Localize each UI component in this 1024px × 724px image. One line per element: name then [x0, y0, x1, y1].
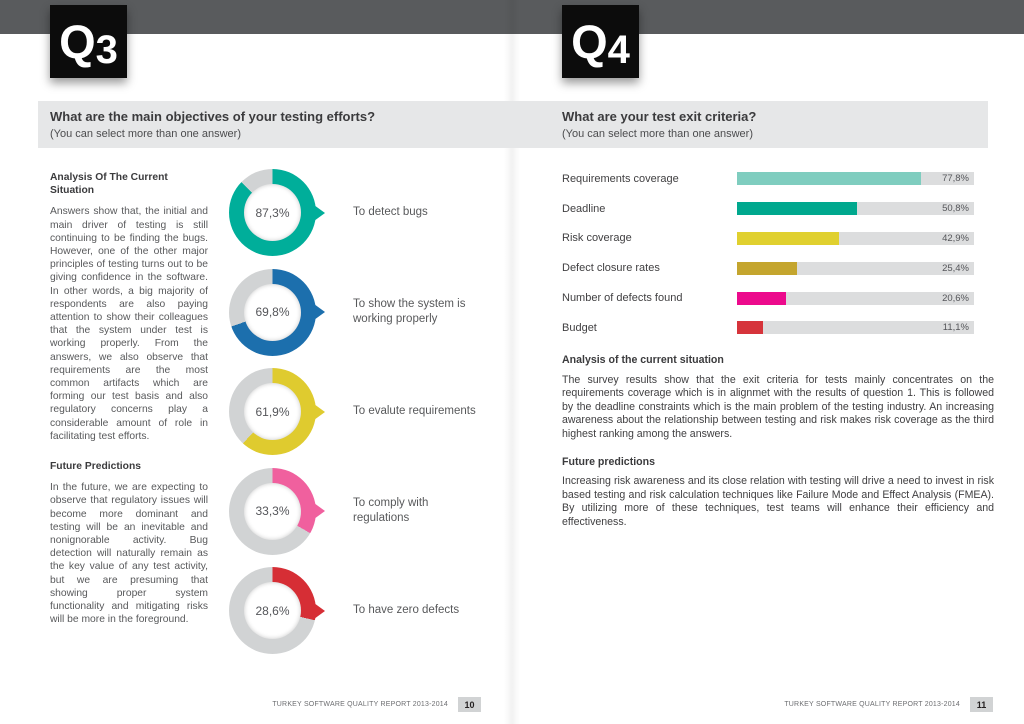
bar-fill	[737, 261, 798, 275]
bar-fill	[737, 202, 858, 216]
bar-track: 42,9%	[737, 231, 974, 245]
donut-hole: 87,3%	[244, 184, 301, 241]
donut-value-label: 69,8%	[255, 305, 290, 319]
donut-category-label: To have zero defects	[353, 604, 460, 616]
q3-badge: Q 3	[50, 5, 127, 78]
bar-row: Risk coverage 42,9%	[562, 224, 974, 254]
q4-future-heading: Future predictions	[562, 455, 655, 468]
bar-value-label: 42,9%	[942, 232, 969, 244]
bar-category-label: Defect closure rates	[562, 262, 660, 275]
donut-row: 33,3% To comply with regulations	[229, 467, 478, 555]
donut-category-label: To show the system is working properly	[353, 298, 466, 325]
q3-badge-number: 3	[95, 27, 118, 72]
bar-row: Budget 11,1%	[562, 313, 974, 343]
bar-category-label: Deadline	[562, 202, 606, 215]
bar-value-label: 50,8%	[942, 203, 969, 215]
q3-analysis-paragraph: Answers show that, the initial and main …	[50, 206, 208, 442]
q3-future-paragraph: In the future, we are expecting to obser…	[50, 482, 208, 626]
donut-hole: 33,3%	[244, 482, 301, 540]
bar-track: 20,6%	[737, 291, 974, 305]
donut-value-label: 87,3%	[255, 205, 290, 220]
donut-value-label: 28,6%	[255, 603, 290, 618]
bar-track: 50,8%	[737, 202, 974, 216]
q3-commentary: Analysis Of The Current Situation Answer…	[50, 171, 208, 627]
bar-track: 77,8%	[737, 172, 974, 186]
donut-row: 61,9% To evalute requirements	[229, 368, 478, 455]
objectives-donut-chart: 87,3% To detect bugs 69,8% To show the syst…	[229, 169, 478, 667]
donut-value-label: 61,9%	[255, 404, 290, 419]
right-page-footer: TURKEY SOFTWARE QUALITY REPORT 2013-2014…	[512, 697, 993, 712]
header-band	[0, 0, 1024, 34]
donut-ring: 61,9%	[229, 368, 325, 455]
q4-badge-letter: Q	[571, 15, 608, 68]
exit-criteria-bar-chart: Requirements coverage 77,8% Deadline 50,8% R…	[562, 164, 974, 343]
donut-row: 87,3% To detect bugs	[229, 169, 478, 256]
q4-future-section: Future predictions Increasing risk aware…	[562, 456, 994, 530]
bar-category-label: Number of defects found	[562, 292, 683, 305]
bar-value-label: 77,8%	[942, 173, 969, 185]
donut-category-label: To detect bugs	[353, 206, 428, 218]
q3-future-heading: Future Predictions	[50, 461, 141, 473]
bar-track: 25,4%	[737, 261, 974, 275]
donut-ring: 28,6%	[229, 567, 325, 654]
bar-category-label: Budget	[562, 321, 597, 334]
q4-analysis-paragraph: The survey results show that the exit cr…	[562, 373, 994, 440]
donut-row: 28,6% To have zero defects	[229, 567, 478, 654]
right-page-number: 11	[970, 697, 993, 712]
left-footer-report-title: TURKEY SOFTWARE QUALITY REPORT 2013-2014	[272, 701, 448, 708]
q4-badge: Q 4	[562, 5, 639, 78]
q4-question-band: What are your test exit criteria? (You c…	[512, 101, 988, 148]
q3-question-title: What are the main objectives of your tes…	[50, 109, 376, 124]
donut-pointer-icon	[314, 503, 325, 519]
right-footer-report-title: TURKEY SOFTWARE QUALITY REPORT 2013-2014	[784, 701, 960, 708]
donut-value-label: 33,3%	[255, 504, 290, 518]
donut-pointer-icon	[314, 403, 325, 420]
q3-question-band: What are the main objectives of your tes…	[38, 101, 512, 148]
donut-pointer-icon	[314, 204, 325, 221]
q4-question-title: What are your test exit criteria?	[562, 109, 757, 124]
donut-hole: 61,9%	[244, 383, 301, 440]
donut-category-label: To comply with regulations	[353, 497, 429, 524]
bar-value-label: 25,4%	[942, 262, 969, 274]
bar-fill	[737, 291, 786, 305]
donut-hole: 28,6%	[244, 582, 301, 639]
q3-future-section: Future Predictions In the future, we are…	[50, 460, 208, 626]
bar-row: Deadline 50,8%	[562, 194, 974, 224]
donut-pointer-icon	[314, 304, 325, 320]
page-spine	[504, 0, 520, 724]
bar-value-label: 11,1%	[942, 322, 969, 334]
donut-ring: 33,3%	[229, 467, 325, 555]
q3-badge-letter: Q	[59, 15, 96, 68]
q4-question-instruction: (You can select more than one answer)	[562, 128, 753, 140]
donut-row: 69,8% To show the system is working prope…	[229, 268, 478, 356]
q4-analysis-section: Analysis of the current situation The su…	[562, 354, 994, 442]
donut-ring: 87,3%	[229, 169, 325, 256]
bar-category-label: Requirements coverage	[562, 172, 679, 185]
donut-ring: 69,8%	[229, 268, 325, 356]
q3-question-instruction: (You can select more than one answer)	[50, 128, 241, 140]
donut-pointer-icon	[314, 602, 325, 619]
left-page-footer: TURKEY SOFTWARE QUALITY REPORT 2013-2014…	[0, 697, 481, 712]
q3-analysis-heading: Analysis Of The Current Situation	[50, 172, 168, 197]
donut-hole: 69,8%	[244, 283, 301, 341]
left-page-number: 10	[458, 697, 481, 712]
bar-row: Defect closure rates 25,4%	[562, 253, 974, 283]
bar-fill	[737, 231, 839, 245]
bar-track: 11,1%	[737, 321, 974, 335]
bar-row: Requirements coverage 77,8%	[562, 164, 974, 194]
q4-badge-number: 4	[607, 27, 630, 72]
q3-analysis-section: Analysis Of The Current Situation Answer…	[50, 171, 208, 443]
bar-row: Number of defects found 20,6%	[562, 283, 974, 313]
q4-analysis-heading: Analysis of the current situation	[562, 354, 724, 366]
q4-future-paragraph: Increasing risk awareness and its close …	[562, 475, 994, 528]
donut-category-label: To evalute requirements	[353, 405, 476, 417]
bar-fill	[737, 321, 764, 335]
q4-commentary: Analysis of the current situation The su…	[562, 354, 994, 530]
bar-value-label: 20,6%	[942, 292, 969, 304]
bar-fill	[737, 172, 922, 186]
bar-category-label: Risk coverage	[562, 232, 632, 245]
